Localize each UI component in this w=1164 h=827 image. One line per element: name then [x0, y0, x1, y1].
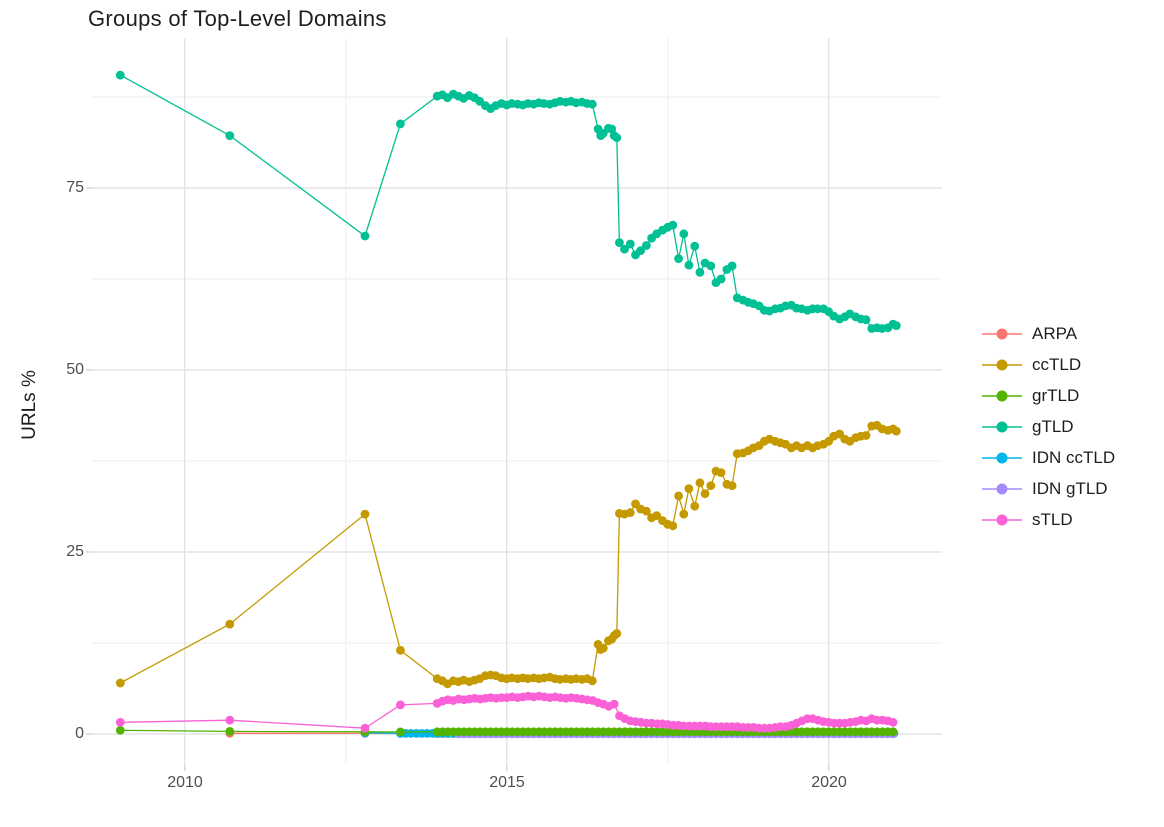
legend-key-line-dot-icon: [982, 390, 1022, 401]
legend-label: gTLD: [1032, 416, 1074, 436]
legend-label: ccTLD: [1032, 354, 1082, 374]
legend-label: sTLD: [1032, 509, 1073, 529]
series-gtld: [115, 70, 901, 333]
legend-item-stld: sTLD: [980, 504, 1115, 535]
legend-key-line-dot-icon: [982, 483, 1022, 494]
x-tick-label-2020: 2020: [811, 774, 847, 791]
legend-key-line-dot-icon: [982, 359, 1022, 370]
y-tick-label-50: 50: [66, 361, 84, 378]
legend-key-line-dot-icon: [982, 328, 1022, 339]
legend-label: grTLD: [1032, 385, 1080, 405]
y-tick-label-0: 0: [75, 725, 84, 742]
series-cctld: [115, 420, 901, 689]
legend-item-cctld: ccTLD: [980, 349, 1115, 380]
legend-label: IDN gTLD: [1032, 478, 1108, 498]
x-tick-label-2015: 2015: [489, 774, 525, 791]
legend-label: ARPA: [1032, 323, 1078, 343]
chart-title: Groups of Top-Level Domains: [88, 6, 387, 31]
legend-item-gtld: gTLD: [980, 411, 1115, 442]
legend-item-idn-cctld: IDN ccTLD: [980, 442, 1115, 473]
legend-key-line-dot-icon: [982, 421, 1022, 432]
legend-label: IDN ccTLD: [1032, 447, 1116, 467]
gridlines: [92, 38, 942, 765]
legend-item-grtld: grTLD: [980, 380, 1115, 411]
axis-tick-marks: [86, 187, 830, 771]
y-tick-label-25: 25: [66, 543, 84, 560]
x-tick-label-2010: 2010: [167, 774, 203, 791]
series-stld: [115, 691, 898, 733]
legend-item-idn-gtld: IDN gTLD: [980, 473, 1115, 504]
legend-item-arpa: ARPA: [980, 318, 1115, 349]
legend-key-line-dot-icon: [982, 514, 1022, 525]
legend: ARPA ccTLD grTLD gTLD IDN ccTLD IDN gTLD…: [980, 318, 1115, 535]
legend-key-line-dot-icon: [982, 452, 1022, 463]
y-tick-label-75: 75: [66, 179, 84, 196]
